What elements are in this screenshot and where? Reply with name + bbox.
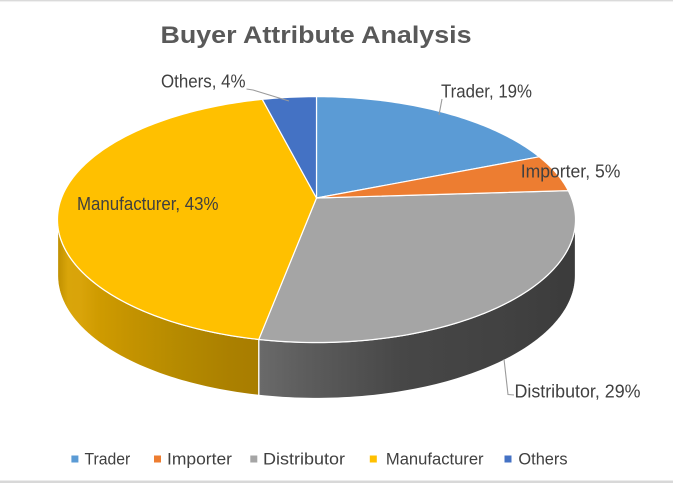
svg-text:Importer, 5%: Importer, 5% [521,162,621,182]
svg-text:Distributor, 29%: Distributor, 29% [515,382,641,402]
svg-text:Distributor: Distributor [263,450,345,469]
svg-text:Others, 4%: Others, 4% [161,72,246,92]
svg-text:Buyer Attribute Analysis: Buyer Attribute Analysis [161,22,472,49]
svg-text:Trader: Trader [85,450,131,469]
svg-text:Manufacturer, 43%: Manufacturer, 43% [77,194,219,214]
svg-text:Importer: Importer [167,450,232,469]
svg-text:Trader, 19%: Trader, 19% [441,81,532,101]
svg-text:Others: Others [518,450,567,469]
svg-text:Manufacturer: Manufacturer [386,450,484,469]
